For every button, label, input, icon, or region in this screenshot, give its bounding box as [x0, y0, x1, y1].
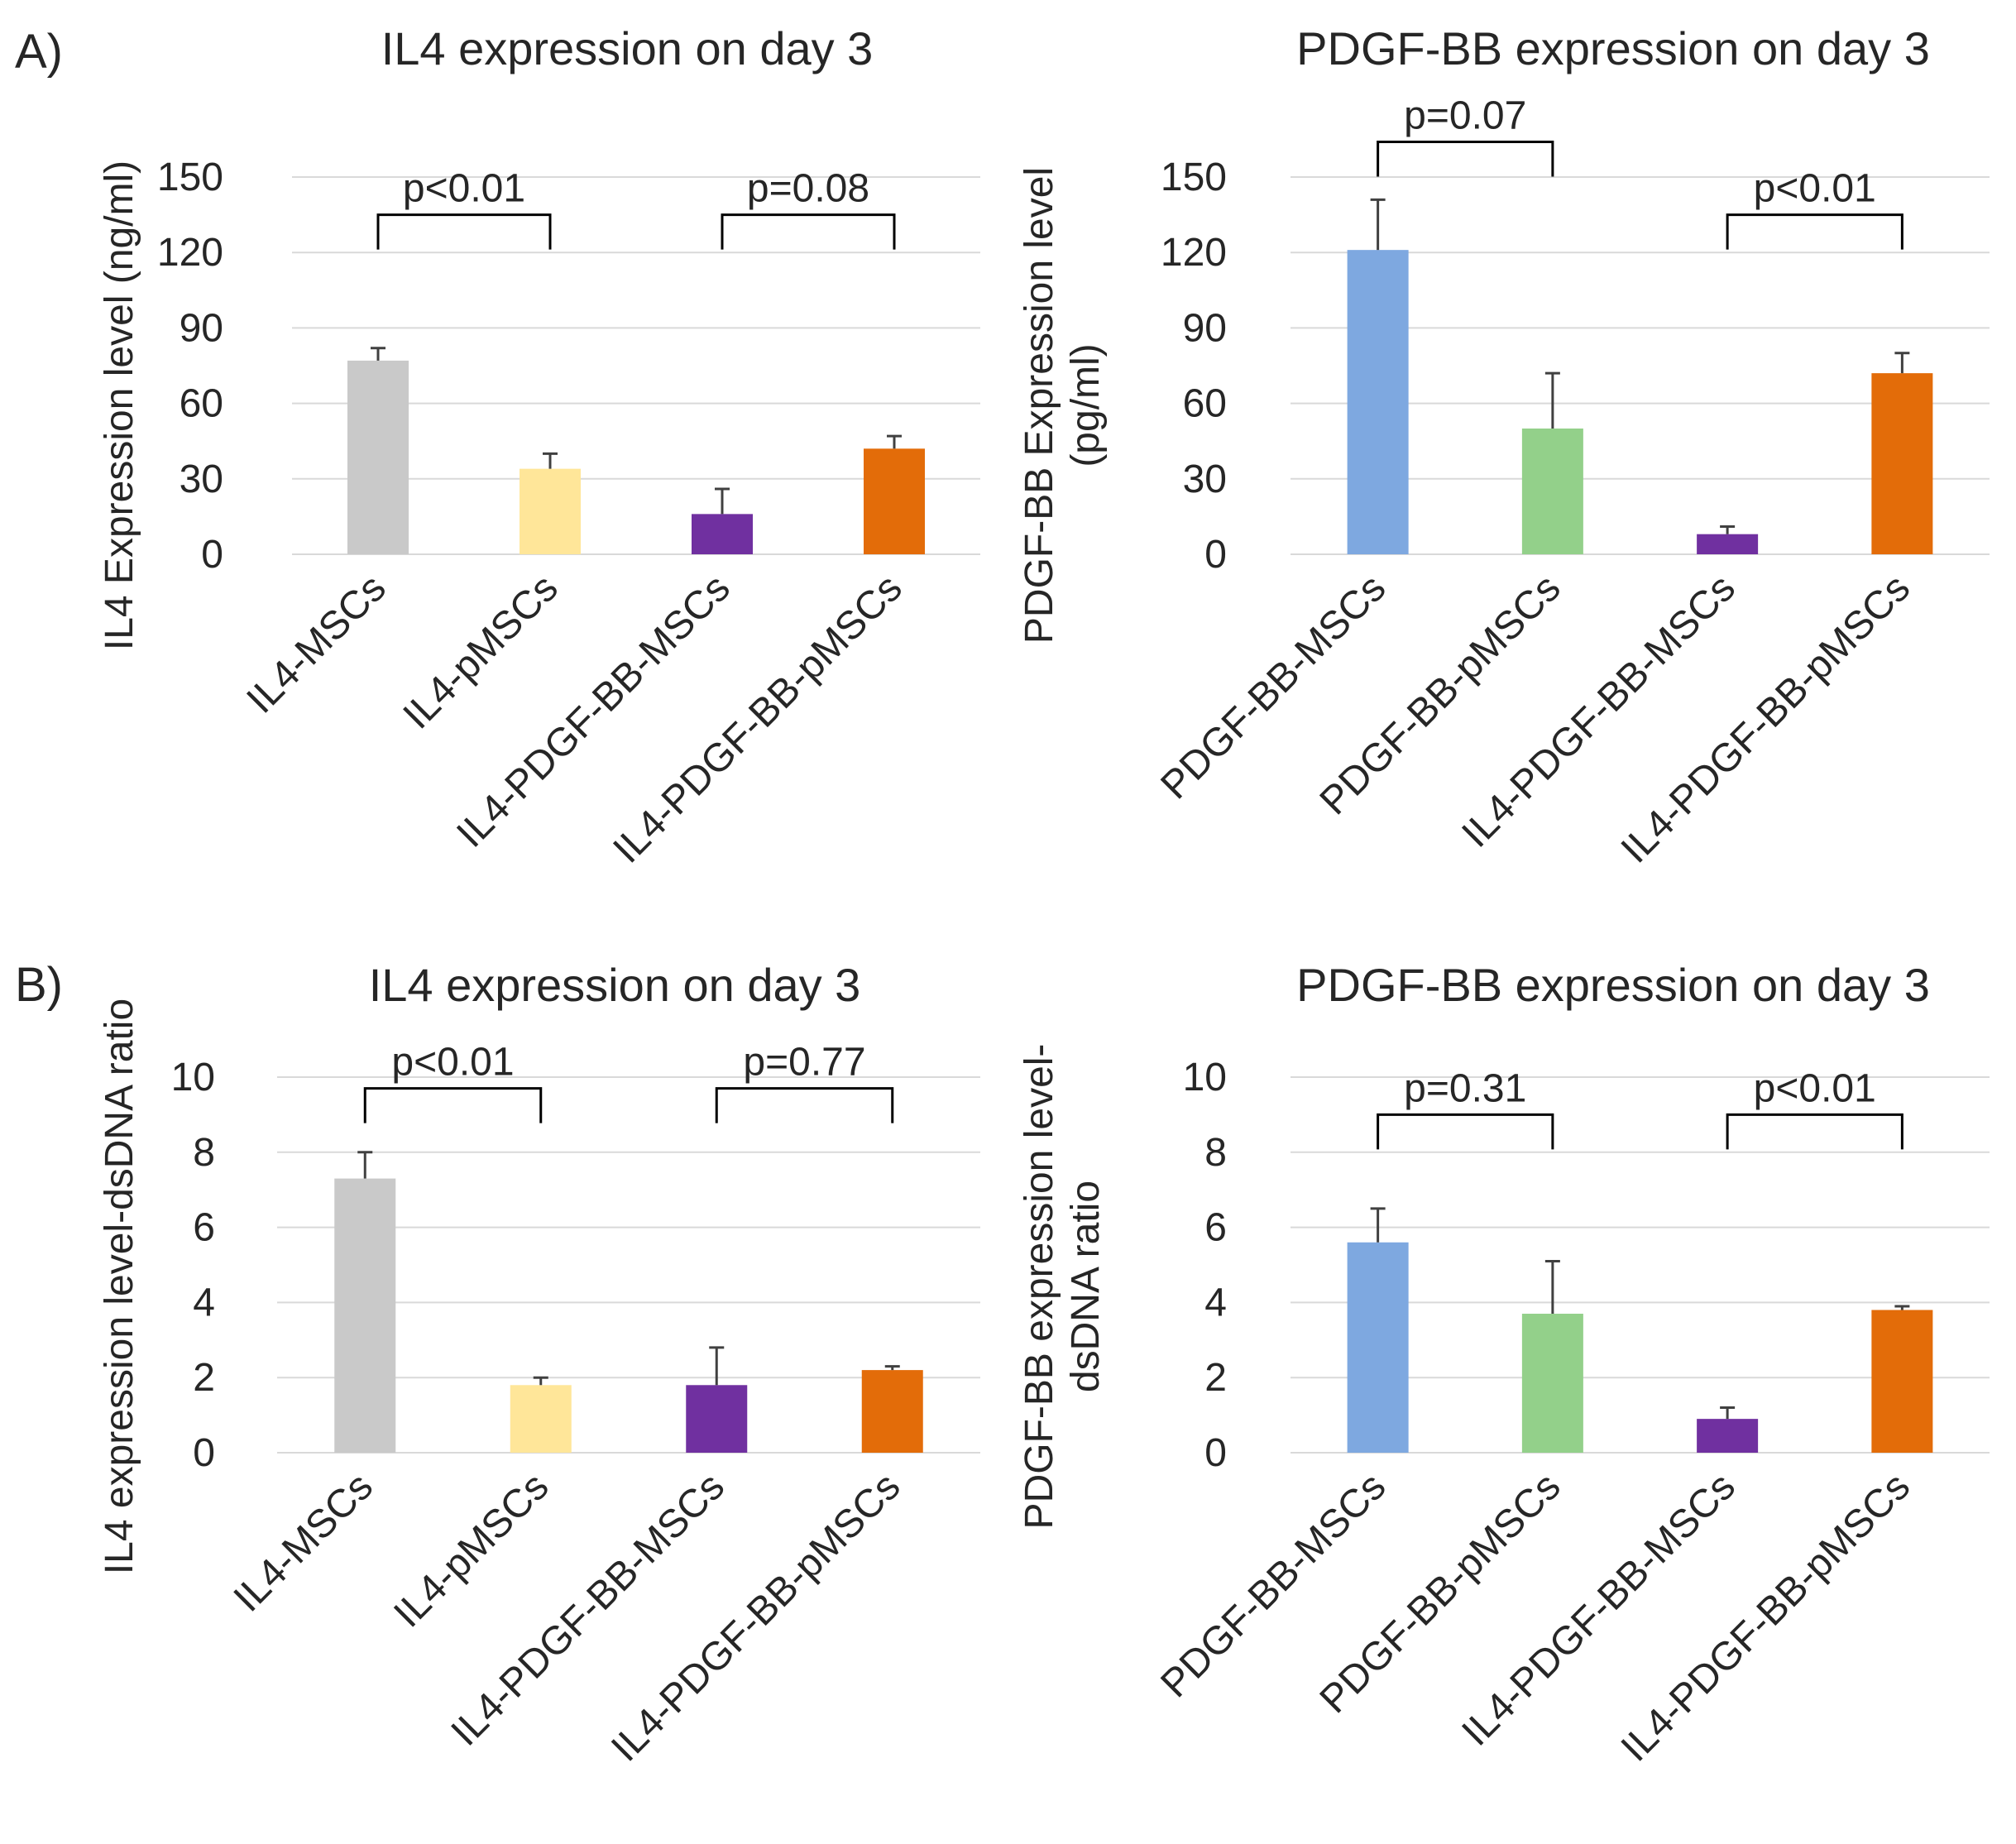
- y-tick-label: 90: [180, 306, 223, 350]
- bar-pdgf-bb-pmscs: [1521, 429, 1583, 554]
- y-tick-label: 6: [193, 1206, 215, 1250]
- category-label: IL4-PDGF-BB-pMSCs: [1613, 1464, 1918, 1770]
- category-label: IL4-pMSCs: [385, 1464, 557, 1636]
- bar-il4-pdgf-bb-pmscs: [861, 1370, 923, 1453]
- y-tick-label: 8: [193, 1131, 215, 1175]
- significance-bracket: [376, 213, 552, 250]
- significance-label: p=0.77: [743, 1041, 865, 1085]
- chart-title: PDGF-BB expression on day 3: [1296, 22, 1930, 74]
- significance-bracket: [1377, 1113, 1554, 1150]
- y-tick-label: 2: [193, 1356, 215, 1400]
- y-tick-label: 8: [1204, 1131, 1227, 1175]
- y-tick-label: 150: [157, 156, 223, 199]
- bar-pdgf-bb-pmscs: [1521, 1314, 1583, 1453]
- y-axis-title: dsDNA ratio: [1064, 1181, 1108, 1392]
- significance-label: p<0.01: [391, 1041, 514, 1085]
- significance-label: p=0.31: [1404, 1066, 1526, 1110]
- y-tick-label: 90: [1183, 306, 1227, 350]
- y-axis-title: IL4 Expression level (ng/ml): [98, 160, 141, 650]
- bar-il4-mscs: [347, 360, 409, 554]
- significance-bracket: [1377, 140, 1554, 177]
- y-tick-label: 30: [180, 457, 223, 501]
- y-tick-label: 30: [1183, 457, 1227, 501]
- y-tick-label: 6: [1204, 1206, 1227, 1250]
- significance-bracket: [721, 213, 896, 250]
- significance-label: p=0.08: [747, 167, 869, 211]
- bar-il4-pmscs: [510, 1385, 572, 1453]
- panel-label-b: B): [15, 958, 63, 1012]
- category-label: IL4-MSCs: [226, 1464, 381, 1620]
- bar-il4-pdgf-bb-mscs: [692, 514, 753, 554]
- chart-pdgfbb-concentration: PDGF-BB expression on day 3 0 30 60 90 120 150…: [1018, 22, 1990, 872]
- category-label: IL4-PDGF-BB-pMSCs: [1613, 566, 1918, 871]
- y-tick-label: 0: [1204, 533, 1227, 577]
- chart-il4-dsdna-ratio: IL4 expression on day 3 0 2 4 6 8 10 IL4 expres…: [98, 959, 980, 1770]
- bar-il4-pdgf-bb-mscs: [1697, 1419, 1759, 1453]
- bar-pdgf-bb-mscs: [1347, 250, 1409, 554]
- significance-bracket: [1726, 1113, 1903, 1150]
- y-tick-label: 0: [193, 1431, 215, 1475]
- significance-bracket: [363, 1087, 543, 1123]
- y-tick-label: 150: [1161, 156, 1227, 199]
- y-tick-label: 0: [1204, 1431, 1227, 1475]
- category-label: IL4-pMSCs: [395, 566, 567, 737]
- category-label: IL4-PDGF-BB-pMSCs: [603, 1464, 908, 1770]
- bar-il4-pdgf-bb-pmscs: [1871, 1310, 1933, 1453]
- y-tick-label: 120: [157, 231, 223, 275]
- bar-pdgf-bb-mscs: [1347, 1242, 1409, 1453]
- significance-bracket: [1726, 213, 1903, 250]
- significance-bracket: [715, 1087, 894, 1123]
- chart-title: IL4 expression on day 3: [369, 959, 861, 1011]
- chart-title: IL4 expression on day 3: [381, 22, 874, 74]
- category-label: IL4-MSCs: [238, 566, 394, 721]
- y-tick-label: 4: [1204, 1281, 1227, 1324]
- y-tick-label: 2: [1204, 1356, 1227, 1400]
- bar-il4-pdgf-bb-pmscs: [864, 448, 925, 554]
- y-axis-title: (pg/ml): [1064, 343, 1108, 467]
- y-axis-title: PDGF-BB Expression level: [1018, 167, 1061, 644]
- y-axis-title: PDGF-BB expression level-: [1018, 1044, 1061, 1530]
- chart-pdgfbb-dsdna-ratio: PDGF-BB expression on day 3 0 2 4 6 8 10 PDGF-B…: [1018, 959, 1990, 1770]
- y-tick-label: 60: [180, 382, 223, 426]
- chart-il4-concentration: IL4 expression on day 3 0 30 60 90 120 150 IL4 …: [98, 22, 980, 872]
- y-tick-label: 0: [201, 533, 223, 577]
- bar-il4-pdgf-bb-mscs: [686, 1385, 748, 1453]
- panel-label-a: A): [15, 25, 63, 79]
- bar-il4-pmscs: [520, 468, 581, 554]
- bar-il4-pdgf-bb-mscs: [1697, 534, 1759, 554]
- significance-label: p<0.01: [403, 167, 525, 211]
- y-tick-label: 10: [1183, 1056, 1227, 1099]
- significance-label: p=0.07: [1404, 93, 1526, 137]
- y-tick-label: 4: [193, 1281, 215, 1324]
- bar-il4-pdgf-bb-pmscs: [1871, 373, 1933, 554]
- y-axis-title: IL4 expression level-dsDNA ratio: [98, 999, 141, 1574]
- chart-title: PDGF-BB expression on day 3: [1296, 959, 1930, 1011]
- category-label: IL4-PDGF-BB-pMSCs: [605, 566, 910, 871]
- significance-label: p<0.01: [1754, 167, 1876, 211]
- bar-il4-mscs: [334, 1178, 396, 1453]
- significance-label: p<0.01: [1754, 1066, 1876, 1110]
- y-tick-label: 60: [1183, 382, 1227, 426]
- y-tick-label: 10: [171, 1056, 215, 1099]
- y-tick-label: 120: [1161, 231, 1227, 275]
